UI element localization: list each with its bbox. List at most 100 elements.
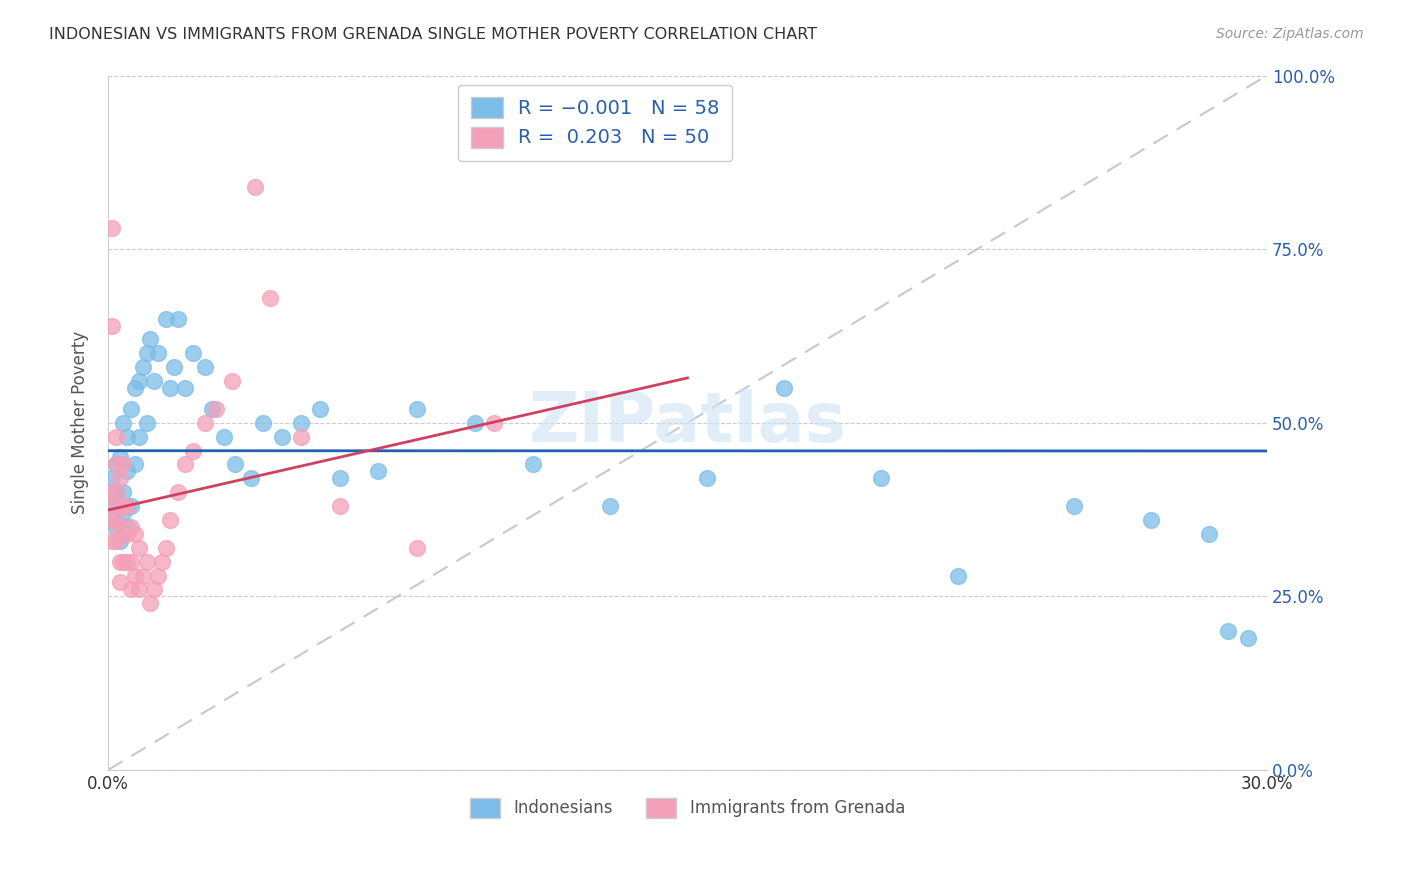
Point [128,430,150,444]
Point [104,485,127,500]
Point [193,416,215,430]
Point [696,471,718,485]
Point [135,555,157,569]
Point [128,374,150,388]
Point [1063,499,1085,513]
Point [174,458,197,472]
Point [128,541,150,555]
Point [163,360,186,375]
Point [1218,624,1240,639]
Point [174,381,197,395]
Point [239,471,262,485]
Point [104,513,127,527]
Point [112,555,135,569]
Point [120,499,142,513]
Point [946,568,969,582]
Point [112,499,135,513]
Point [117,520,139,534]
Point [112,506,135,520]
Point [101,318,124,333]
Point [108,575,131,590]
Point [139,333,162,347]
Point [98,485,121,500]
Point [406,401,429,416]
Point [243,179,266,194]
Text: INDONESIAN VS IMMIGRANTS FROM GRENADA SINGLE MOTHER POVERTY CORRELATION CHART: INDONESIAN VS IMMIGRANTS FROM GRENADA SI… [49,27,817,42]
Point [120,555,142,569]
Point [464,416,486,430]
Point [108,499,131,513]
Text: Source: ZipAtlas.com: Source: ZipAtlas.com [1216,27,1364,41]
Point [599,499,621,513]
Point [104,485,127,500]
Point [104,430,127,444]
Point [329,499,352,513]
Legend: Indonesians, Immigrants from Grenada: Indonesians, Immigrants from Grenada [464,791,911,824]
Point [108,450,131,465]
Point [139,596,162,610]
Point [117,527,139,541]
Point [128,582,150,597]
Point [155,541,177,555]
Point [101,499,124,513]
Point [522,458,544,472]
Point [290,430,312,444]
Point [117,499,139,513]
Point [143,374,166,388]
Point [98,499,121,513]
Point [270,430,292,444]
Point [166,485,188,500]
Point [108,533,131,548]
Point [120,520,142,534]
Point [101,533,124,548]
Point [201,401,224,416]
Point [224,458,246,472]
Point [166,311,188,326]
Point [108,499,131,513]
Point [104,458,127,472]
Point [869,471,891,485]
Point [181,346,204,360]
Point [112,458,135,472]
Point [212,430,235,444]
Point [1198,527,1220,541]
Point [148,568,170,582]
Point [1140,513,1163,527]
Point [117,464,139,478]
Point [104,533,127,548]
Point [112,416,135,430]
Point [155,311,177,326]
Point [98,513,121,527]
Point [309,401,332,416]
Point [124,381,146,395]
Point [367,464,389,478]
Point [159,513,181,527]
Point [112,527,135,541]
Point [124,458,146,472]
Point [148,346,170,360]
Point [108,471,131,485]
Point [329,471,352,485]
Y-axis label: Single Mother Poverty: Single Mother Poverty [72,331,89,515]
Point [181,443,204,458]
Point [150,555,173,569]
Point [120,582,142,597]
Point [124,527,146,541]
Point [101,221,124,235]
Point [221,374,243,388]
Point [117,555,139,569]
Point [143,582,166,597]
Point [484,416,506,430]
Text: ZIPatlas: ZIPatlas [529,389,846,457]
Point [101,513,124,527]
Point [108,555,131,569]
Point [108,520,131,534]
Point [252,416,274,430]
Point [193,360,215,375]
Point [120,401,142,416]
Point [135,416,157,430]
Point [773,381,796,395]
Point [104,458,127,472]
Point [205,401,228,416]
Point [132,360,155,375]
